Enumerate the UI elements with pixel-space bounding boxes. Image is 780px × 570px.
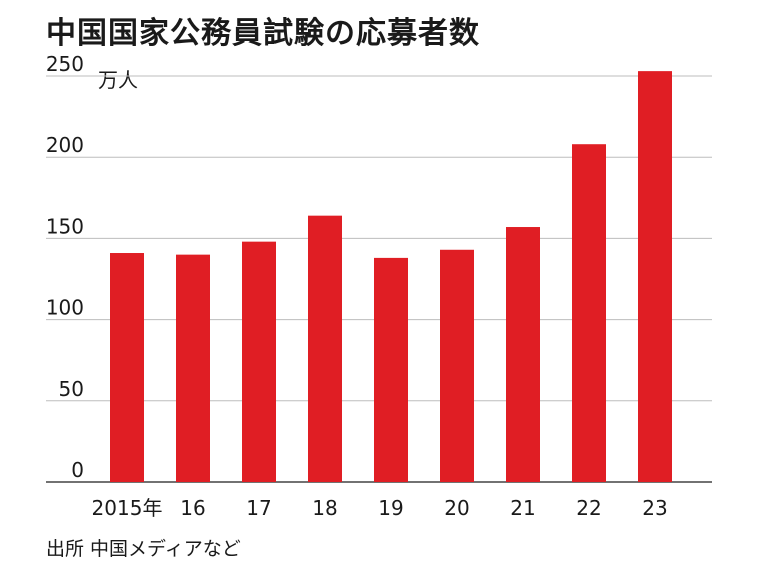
chart-title: 中国国家公務員試験の応募者数 xyxy=(46,16,480,51)
bars xyxy=(110,71,672,483)
y-tick-label: 100 xyxy=(46,296,84,320)
x-tick-label: 16 xyxy=(180,496,205,520)
bar-18 xyxy=(308,215,342,482)
y-tick-label: 0 xyxy=(71,458,84,482)
x-tick-label: 17 xyxy=(246,496,271,520)
bar-2015年 xyxy=(110,253,144,482)
bar-21 xyxy=(506,227,540,482)
x-tick-label: 18 xyxy=(312,496,337,520)
x-tick-label: 21 xyxy=(510,496,535,520)
bar-20 xyxy=(440,249,474,482)
y-tick-label: 150 xyxy=(46,214,84,238)
bar-19 xyxy=(374,257,408,482)
bar-16 xyxy=(176,254,210,482)
bar-23 xyxy=(638,71,672,483)
x-tick-label: 2015年 xyxy=(92,496,163,520)
source-note: 出所 中国メディアなど xyxy=(46,538,241,560)
y-axis-ticks: 0 50 100 150 200 250 xyxy=(46,52,84,482)
bar-17 xyxy=(242,241,276,482)
bar-22 xyxy=(572,144,606,482)
x-tick-label: 23 xyxy=(642,496,667,520)
y-tick-label: 250 xyxy=(46,52,84,76)
x-axis-ticks: 2015年 16 17 18 19 20 21 22 23 xyxy=(92,496,668,520)
y-axis-unit-label: 万人 xyxy=(98,68,138,92)
x-tick-label: 22 xyxy=(576,496,601,520)
y-tick-label: 50 xyxy=(59,377,84,401)
x-tick-label: 20 xyxy=(444,496,469,520)
x-tick-label: 19 xyxy=(378,496,403,520)
y-tick-label: 200 xyxy=(46,133,84,157)
